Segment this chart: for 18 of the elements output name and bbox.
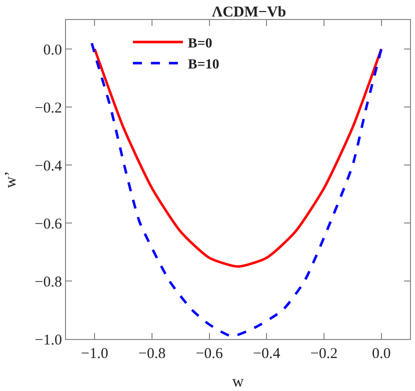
y-tick-label: −0.6 [34, 216, 62, 232]
x-axis-title: w [232, 374, 244, 391]
x-tick-label: −0.8 [138, 346, 166, 362]
y-tick-label: −1.0 [34, 332, 62, 348]
x-tick-label: −0.4 [253, 346, 281, 362]
y-axis-title: w’ [2, 171, 20, 188]
x-tick-label: −0.2 [310, 346, 338, 362]
legend-label: B=10 [188, 58, 220, 73]
y-tick-label: −0.4 [34, 158, 62, 174]
y-tick-label: 0.0 [43, 42, 62, 58]
x-tick-label: −1.0 [81, 346, 108, 362]
line-series [93, 48, 383, 268]
legend-label: B=0 [188, 36, 212, 52]
x-tick-label: −0.6 [196, 346, 224, 362]
y-tick-label: −0.2 [34, 100, 62, 116]
chart-title: ΛCDM−Vb [212, 4, 286, 20]
x-tick-label: 0.0 [372, 346, 391, 362]
y-tick-label: −0.8 [34, 274, 62, 290]
